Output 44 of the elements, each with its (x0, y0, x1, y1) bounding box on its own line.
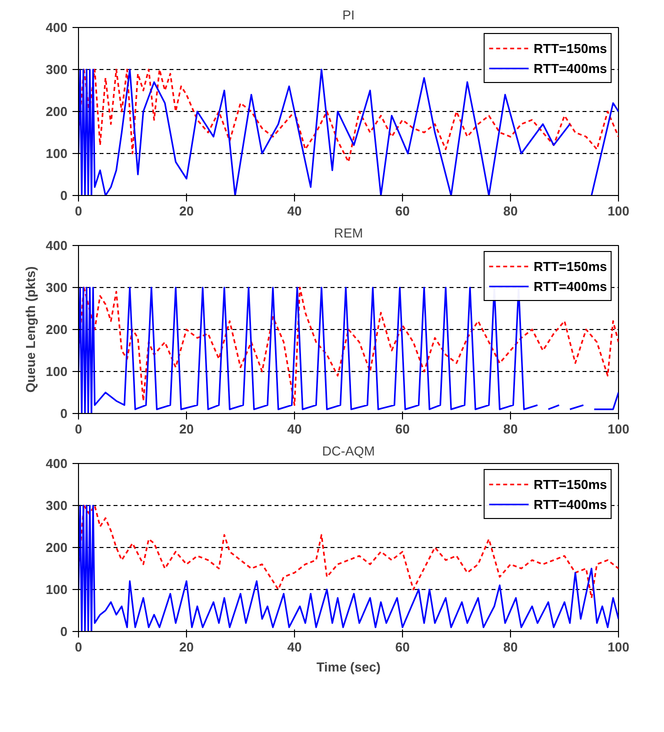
legend-label: RTT=400ms (534, 278, 607, 294)
legend-label: RTT=150ms (534, 40, 607, 56)
x-tick-label: 80 (503, 422, 518, 436)
x-tick-label: 60 (395, 640, 410, 654)
legend-label: RTT=150ms (534, 258, 607, 274)
y-tick-label: 200 (46, 322, 68, 337)
x-tick-label: 60 (395, 204, 410, 218)
x-tick-label: 20 (179, 204, 194, 218)
x-tick-label: 100 (608, 640, 630, 654)
y-tick-label: 300 (46, 280, 68, 295)
chart-title: DC-AQM (322, 444, 375, 458)
x-axis-title: Time (sec) (316, 660, 381, 674)
x-tick-label: 100 (608, 204, 630, 218)
y-tick-label: 100 (46, 364, 68, 379)
x-tick-label: 80 (503, 640, 518, 654)
y-tick-label: 0 (60, 406, 68, 421)
x-tick-label: 40 (287, 422, 302, 436)
y-tick-label: 200 (46, 104, 68, 119)
y-tick-label: 400 (46, 20, 68, 35)
chart-title: REM (334, 226, 363, 240)
y-tick-label: 100 (46, 146, 68, 161)
legend-label: RTT=150ms (534, 476, 607, 492)
y-tick-label: 300 (46, 498, 68, 513)
y-tick-label: 0 (60, 188, 68, 203)
x-tick-label: 60 (395, 422, 410, 436)
y-axis-title: Queue Length (pkts) (22, 266, 38, 393)
y-tick-label: 100 (46, 582, 68, 597)
x-tick-label: 0 (74, 422, 82, 436)
y-tick-label: 0 (60, 624, 68, 639)
x-tick-label: 20 (179, 640, 194, 654)
x-tick-label: 0 (74, 204, 82, 218)
y-tick-label: 400 (46, 238, 68, 253)
y-tick-label: 400 (46, 456, 68, 471)
x-tick-label: 80 (503, 204, 518, 218)
chart-title: PI (342, 8, 355, 22)
x-tick-label: 20 (179, 422, 194, 436)
x-tick-label: 40 (287, 640, 302, 654)
legend-label: RTT=400ms (534, 60, 607, 76)
x-tick-label: 0 (74, 640, 82, 654)
y-tick-label: 300 (46, 62, 68, 77)
x-tick-label: 40 (287, 204, 302, 218)
y-tick-label: 200 (46, 540, 68, 555)
x-tick-label: 100 (608, 422, 630, 436)
legend-label: RTT=400ms (534, 496, 607, 512)
